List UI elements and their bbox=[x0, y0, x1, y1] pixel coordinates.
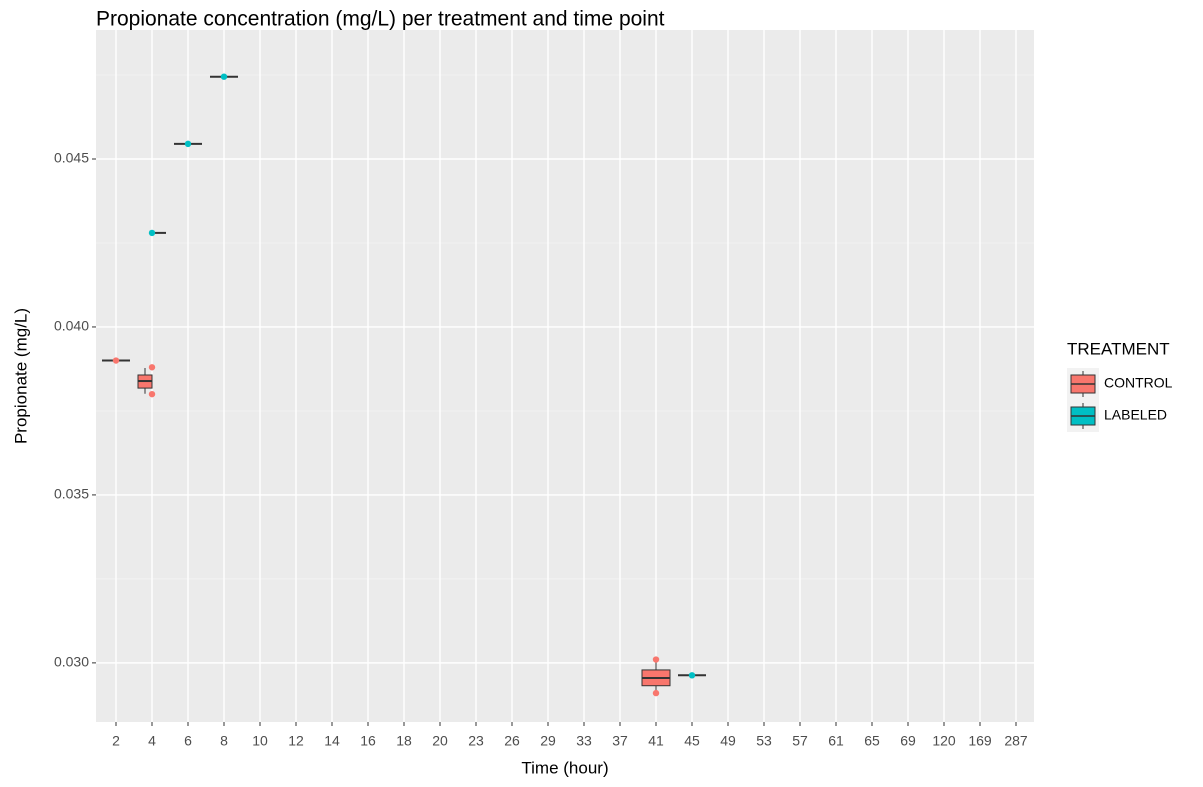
x-tick-label: 26 bbox=[504, 733, 520, 749]
y-tick-label: 0.040 bbox=[54, 318, 89, 334]
legend-label: LABELED bbox=[1104, 407, 1167, 423]
y-tick-label: 0.035 bbox=[54, 486, 89, 502]
data-point bbox=[688, 672, 696, 679]
y-tick-label: 0.045 bbox=[54, 150, 89, 166]
x-tick-label: 169 bbox=[968, 733, 992, 749]
x-tick-label: 287 bbox=[1004, 733, 1028, 749]
y-axis-label: Propionate (mg/L) bbox=[11, 308, 30, 444]
x-tick-label: 49 bbox=[720, 733, 736, 749]
x-tick-label: 23 bbox=[468, 733, 484, 749]
x-tick-label: 29 bbox=[540, 733, 556, 749]
data-point bbox=[220, 73, 228, 80]
x-tick-label: 41 bbox=[648, 733, 664, 749]
data-point bbox=[652, 656, 660, 663]
data-point bbox=[148, 390, 156, 398]
x-tick-label: 33 bbox=[576, 733, 592, 749]
x-tick-label: 69 bbox=[900, 733, 916, 749]
y-tick-label: 0.030 bbox=[54, 654, 89, 670]
x-tick-label: 45 bbox=[684, 733, 700, 749]
x-tick-label: 18 bbox=[396, 733, 412, 749]
plot-panel bbox=[96, 30, 1034, 722]
x-tick-label: 61 bbox=[828, 733, 844, 749]
chart-title: Propionate concentration (mg/L) per trea… bbox=[96, 8, 665, 31]
x-tick-label: 14 bbox=[324, 733, 340, 749]
x-tick-label: 4 bbox=[148, 733, 156, 749]
x-tick-label: 20 bbox=[432, 733, 448, 749]
x-axis-label: Time (hour) bbox=[521, 758, 608, 777]
legend-label: CONTROL bbox=[1104, 375, 1173, 391]
data-point bbox=[148, 364, 156, 371]
x-tick-label: 10 bbox=[252, 733, 268, 749]
data-point bbox=[148, 229, 156, 237]
x-tick-label: 8 bbox=[220, 733, 228, 749]
x-tick-label: 6 bbox=[184, 733, 192, 749]
grid bbox=[96, 30, 1034, 722]
data-point bbox=[652, 689, 660, 697]
x-tick-label: 12 bbox=[288, 733, 304, 749]
x-tick-label: 16 bbox=[360, 733, 376, 749]
x-tick-label: 65 bbox=[864, 733, 880, 749]
x-tick-label: 2 bbox=[112, 733, 120, 749]
x-tick-label: 37 bbox=[612, 733, 628, 749]
marks bbox=[102, 73, 706, 697]
x-tick-label: 57 bbox=[792, 733, 808, 749]
legend-title: TREATMENT bbox=[1067, 339, 1170, 358]
data-point bbox=[184, 140, 192, 148]
x-tick-label: 53 bbox=[756, 733, 772, 749]
data-point bbox=[112, 357, 120, 364]
x-tick-label: 120 bbox=[932, 733, 956, 749]
